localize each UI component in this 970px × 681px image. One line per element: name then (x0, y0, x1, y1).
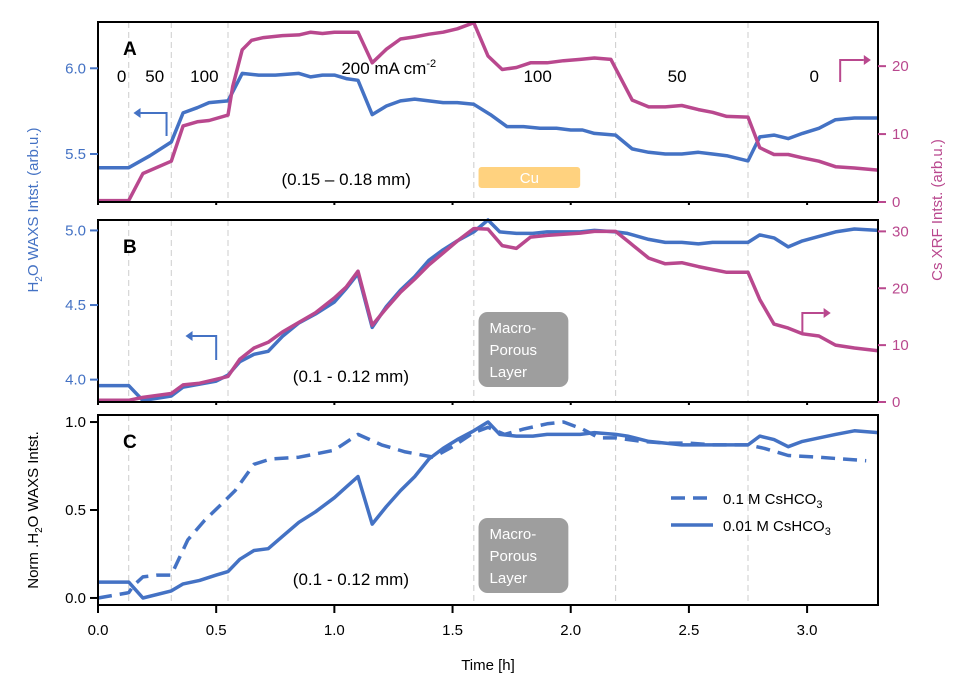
panel-frame (97, 21, 879, 203)
panel-label: A (123, 39, 137, 60)
x-tick-label: 1.5 (442, 622, 463, 639)
legend-label: 0.01 M CsHCO3 (723, 518, 831, 538)
right-axis-arrowhead-icon (863, 55, 871, 65)
series-line-0-1-m-cshco3 (97, 420, 867, 600)
panel-b: Macro- Porous Layer B 4.0 4.5 5.0 0 10 20 30 (0.1 -… (65, 218, 909, 411)
legend-label-sub: 3 (816, 499, 822, 511)
y-axis-title-c: Norm .H2O WAXS Intst. (25, 431, 45, 589)
right-axis-arrow-icon (801, 312, 824, 334)
current-density-unit-sup: -2 (426, 58, 436, 70)
y-tick-label-left: 4.0 (65, 372, 86, 389)
series-line-cs-xrf (98, 226, 879, 403)
current-density-label: 100 (190, 67, 218, 86)
panel-label: C (123, 432, 137, 453)
thickness-label: (0.15 – 0.18 mm) (281, 170, 410, 189)
y-tick-label-right: 10 (892, 337, 909, 354)
x-tick-label: 0.5 (206, 622, 227, 639)
series-line-h2o-waxs (98, 218, 879, 403)
x-axis-title: Time [h] (461, 657, 515, 674)
macro-porous-layer-box (478, 518, 569, 593)
current-density-label: 0 (117, 67, 126, 86)
y-axis-title-left: H2O WAXS Intst. (arb.u.) (25, 127, 45, 292)
y-tick-label-left: 0.0 (65, 590, 86, 607)
y-tick-label-right: 10 (892, 126, 909, 143)
y-axis-title-c-rest: O WAXS Intst. (25, 431, 42, 527)
macro-porous-layer-label: Porous (490, 548, 538, 565)
left-axis-arrowhead-icon (133, 108, 141, 118)
series-line-h2o-waxs (98, 71, 878, 170)
x-tick-label: 2.5 (678, 622, 699, 639)
x-tick-label: 2.0 (560, 622, 581, 639)
current-density-label: 50 (668, 67, 687, 86)
y-tick-label-left: 1.0 (65, 414, 86, 431)
current-density-label: 200 mA cm-2 (341, 58, 436, 78)
panel-c: Macro- Porous Layer C 0.0 0.5 1.0 0.0 0.5 1.0 1.5 2… (65, 414, 879, 639)
macro-porous-layer-label: Porous (490, 342, 538, 359)
current-density-label: 100 (523, 67, 551, 86)
legend-label: 0.1 M CsHCO3 (723, 491, 822, 511)
right-axis-arrowhead-icon (823, 308, 831, 318)
y-axis-title-right: Cs XRF Intst. (arb.u.) (929, 139, 946, 281)
series-line-0-01-m-cshco3 (98, 420, 879, 600)
cu-region-box (478, 167, 581, 188)
y-tick-label-left: 4.5 (65, 297, 86, 314)
y-tick-label-left: 6.0 (65, 60, 86, 77)
y-tick-label-right: 20 (892, 58, 909, 75)
y-tick-label-left: 5.5 (65, 146, 86, 163)
y-axis-title-c-pre: Norm .H (25, 533, 42, 589)
current-density-label: 50 (145, 67, 164, 86)
x-tick-label: 3.0 (797, 622, 818, 639)
thickness-label: (0.1 - 0.12 mm) (293, 570, 409, 589)
left-axis-arrow-icon (140, 112, 168, 136)
cu-region-label: Cu (520, 170, 539, 187)
panel-frame (97, 219, 879, 403)
left-axis-arrow-icon (192, 335, 218, 360)
panel-a: Cu A 5.5 6.0 0 10 20 (0.15 – 0.18 mm) 0 50 100 200 … (65, 20, 909, 211)
y-tick-label-right: 30 (892, 223, 909, 240)
y-axis-title-c-sub: 2 (34, 527, 45, 533)
y-tick-label-left: 5.0 (65, 222, 86, 239)
macro-porous-layer-label: Layer (490, 364, 528, 381)
y-tick-label-right: 20 (892, 280, 909, 297)
x-tick-label: 0.0 (88, 622, 109, 639)
macro-porous-layer-label: Macro- (490, 320, 537, 337)
y-tick-label-right: 0 (892, 394, 900, 411)
y-axis-title-left-h: H (25, 282, 42, 293)
y-axis-title-left-rest: O WAXS Intst. (arb.u.) (25, 127, 42, 276)
left-axis-arrowhead-icon (185, 331, 193, 341)
right-axis-arrow-icon (839, 59, 864, 82)
y-axis-title-left-sub: 2 (34, 276, 45, 282)
y-tick-label-right: 0 (892, 194, 900, 211)
panel-label: B (123, 237, 137, 258)
series-line-cs-xrf (98, 20, 879, 203)
thickness-label: (0.1 - 0.12 mm) (293, 367, 409, 386)
current-density-label: 0 (809, 67, 818, 86)
x-tick-label: 1.0 (324, 622, 345, 639)
macro-porous-layer-label: Macro- (490, 526, 537, 543)
y-tick-label-left: 0.5 (65, 502, 86, 519)
legend-label-sub: 3 (825, 526, 831, 538)
macro-porous-layer-box (478, 312, 569, 387)
macro-porous-layer-label: Layer (490, 570, 528, 587)
